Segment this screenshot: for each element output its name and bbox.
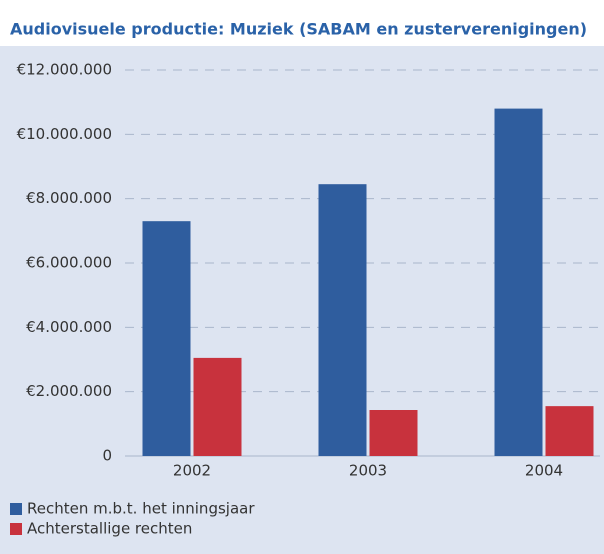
bar — [142, 221, 191, 456]
bar — [369, 410, 418, 456]
bar — [494, 108, 543, 456]
y-tick-label: 0 — [102, 447, 112, 465]
y-tick-label: €12.000.000 — [17, 61, 112, 79]
bar — [318, 184, 367, 457]
legend-swatch — [10, 523, 22, 535]
x-tick-label: 2004 — [525, 462, 563, 480]
legend-label: Achterstallige rechten — [27, 520, 192, 538]
title-bar — [0, 0, 604, 46]
chart-title: Audiovisuele productie: Muziek (SABAM en… — [10, 20, 587, 39]
y-tick-label: €4.000.000 — [26, 318, 112, 336]
legend-label: Rechten m.b.t. het inningsjaar — [27, 500, 255, 518]
x-tick-label: 2003 — [349, 462, 387, 480]
legend-swatch — [10, 503, 22, 515]
x-tick-label: 2002 — [173, 462, 211, 480]
y-tick-label: €6.000.000 — [26, 254, 112, 272]
y-tick-label: €8.000.000 — [26, 189, 112, 207]
y-tick-label: €10.000.000 — [17, 125, 112, 143]
bar — [545, 406, 594, 456]
bar — [193, 357, 242, 456]
y-tick-label: €2.000.000 — [26, 382, 112, 400]
